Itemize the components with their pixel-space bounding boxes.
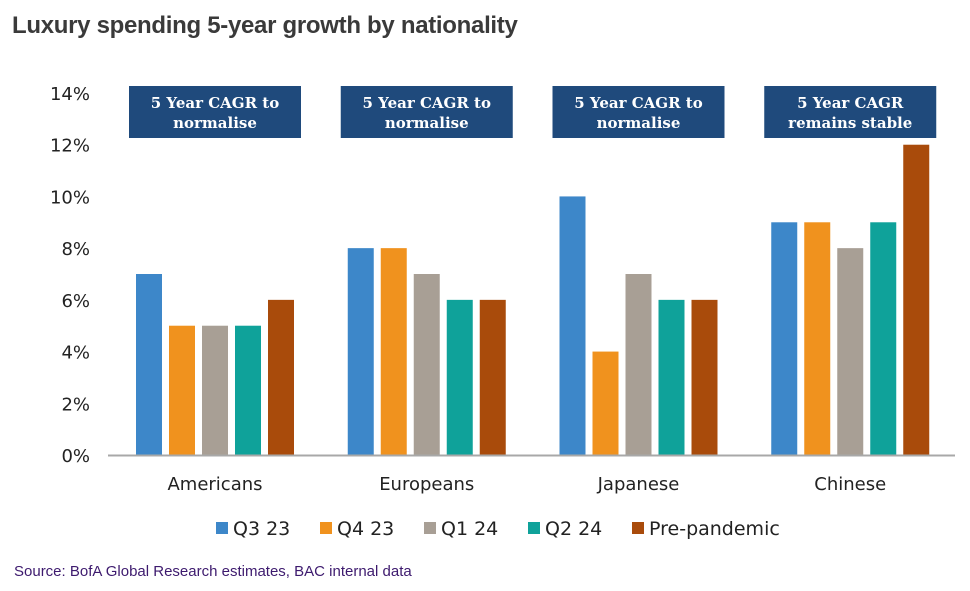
y-tick-label: 2% (61, 394, 90, 415)
legend-swatch (424, 522, 436, 534)
x-category-label: Japanese (597, 474, 680, 495)
annotation-box (552, 86, 725, 138)
bar-europeans-q4-23 (380, 248, 407, 455)
legend-label: Q1 24 (441, 518, 498, 540)
bar-europeans-pre-pandemic (479, 299, 506, 455)
y-tick-label: 14% (50, 84, 90, 105)
bar-europeans-q2-24 (446, 299, 473, 455)
legend-label: Q2 24 (545, 518, 602, 540)
y-tick-label: 8% (61, 239, 90, 260)
annotation-line-1: 5 Year CAGR to (151, 94, 279, 112)
x-category-label: Americans (167, 474, 262, 495)
bar-japanese-q4-23 (592, 351, 619, 455)
annotation-line-2: normalise (173, 114, 257, 132)
legend-label: Q3 23 (233, 518, 290, 540)
bar-americans-pre-pandemic (268, 299, 294, 455)
legend-swatch (528, 522, 540, 534)
bar-japanese-pre-pandemic (691, 299, 718, 455)
bar-americans-q4-23 (169, 325, 195, 455)
annotation-line-1: 5 Year CAGR (797, 94, 904, 112)
bar-japanese-q1-24 (625, 274, 652, 455)
legend-swatch (320, 522, 332, 534)
annotation-box (764, 86, 937, 138)
y-tick-label: 12% (50, 136, 90, 157)
legend-label: Pre-pandemic (649, 518, 780, 540)
annotation-line-2: normalise (597, 114, 681, 132)
y-tick-label: 0% (61, 446, 90, 467)
bar-europeans-q1-24 (413, 274, 440, 455)
bar-chinese-q3-23 (771, 222, 798, 455)
legend-label: Q4 23 (337, 518, 394, 540)
annotation-line-1: 5 Year CAGR to (574, 94, 702, 112)
bar-chinese-pre-pandemic (903, 144, 930, 455)
bar-europeans-q3-23 (347, 248, 374, 455)
annotation-box (129, 86, 301, 138)
x-category-label: Chinese (814, 474, 886, 495)
chart-title: Luxury spending 5-year growth by nationa… (12, 12, 518, 39)
y-tick-label: 4% (61, 343, 90, 364)
legend-swatch (216, 522, 228, 534)
bar-americans-q3-23 (136, 274, 162, 455)
y-tick-label: 6% (61, 291, 90, 312)
bar-americans-q1-24 (202, 325, 228, 455)
annotation-line-2: remains stable (788, 114, 912, 132)
y-tick-label: 10% (50, 187, 90, 208)
annotation-box (340, 86, 513, 138)
legend-swatch (632, 522, 644, 534)
bar-chinese-q2-24 (870, 222, 897, 455)
bar-chinese-q4-23 (804, 222, 831, 455)
annotation-line-2: normalise (385, 114, 469, 132)
source-note: Source: BofA Global Research estimates, … (14, 563, 412, 580)
bar-japanese-q3-23 (559, 196, 586, 455)
bar-chinese-q1-24 (837, 248, 864, 455)
bar-japanese-q2-24 (658, 299, 685, 455)
x-category-label: Europeans (379, 474, 474, 495)
annotation-line-1: 5 Year CAGR to (363, 94, 491, 112)
bar-americans-q2-24 (235, 325, 261, 455)
